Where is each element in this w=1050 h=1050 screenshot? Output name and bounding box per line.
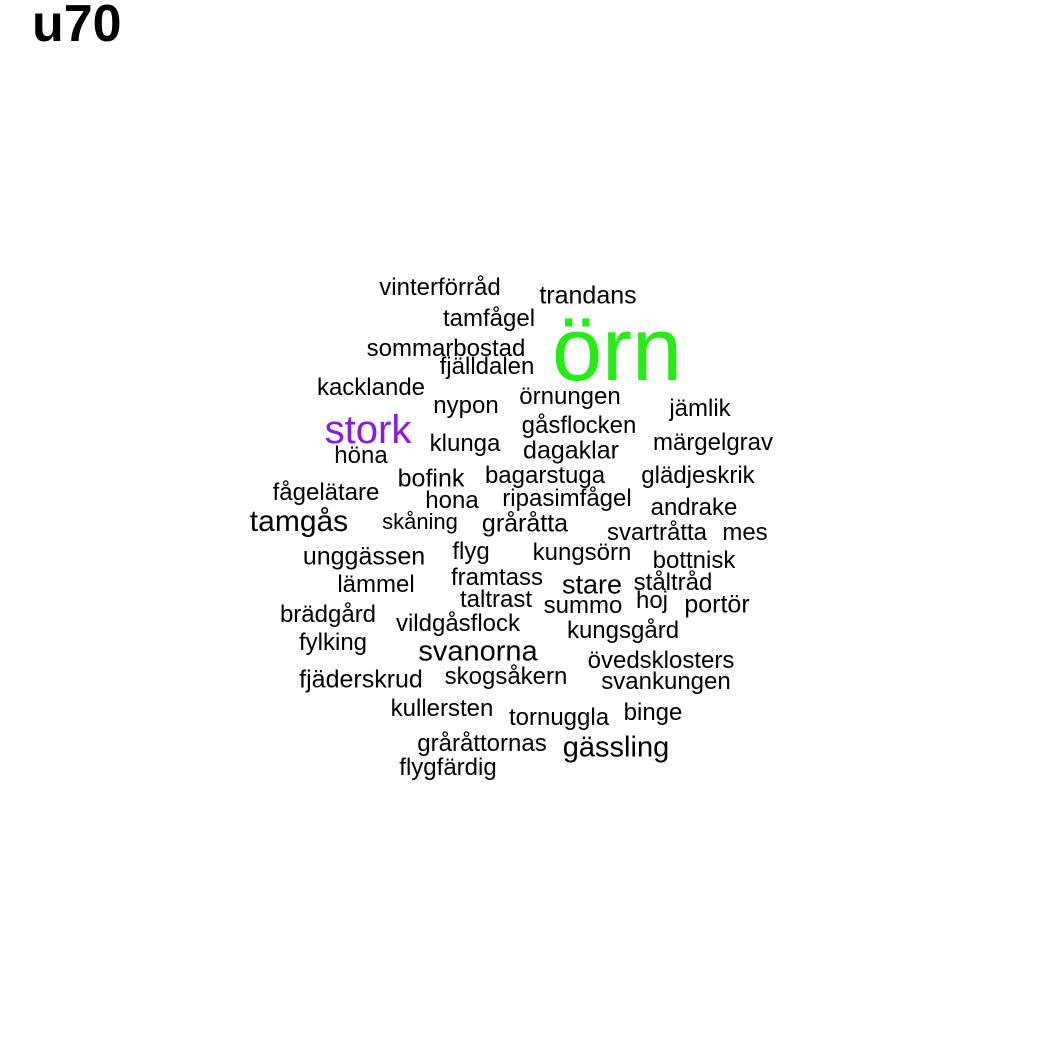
cloud-word: gråråtta — [481, 509, 569, 538]
cloud-word: fjälldalen — [439, 353, 535, 380]
cloud-word: kungsgård — [566, 617, 680, 644]
cloud-word: framtass — [450, 564, 544, 591]
cloud-word: skogsåkern — [444, 663, 568, 690]
cloud-word: brädgård — [279, 601, 377, 628]
cloud-word: jämlik — [669, 395, 731, 422]
cloud-word: summo — [543, 592, 623, 619]
cloud-word: flygfärdig — [399, 754, 497, 781]
cloud-word: trandans — [539, 281, 637, 310]
cloud-word: hoj — [635, 587, 669, 614]
cloud-word: fågelätare — [272, 479, 380, 506]
cloud-word: bofink — [397, 464, 465, 493]
cloud-word: hona — [425, 487, 479, 514]
cloud-word: sommarbostad — [366, 335, 526, 362]
cloud-word: vinterförråd — [379, 274, 501, 301]
cloud-word: ripasimfågel — [502, 485, 632, 512]
cloud-word: binge — [623, 699, 683, 726]
cloud-word: flyg — [452, 538, 490, 565]
cloud-word: skåning — [382, 509, 458, 534]
cloud-word: unggässen — [302, 542, 426, 571]
cloud-word: gåsflocken — [521, 412, 637, 439]
cloud-word: nypon — [433, 392, 499, 419]
cloud-word: kacklande — [316, 374, 426, 401]
page-title: u70 — [32, 0, 122, 53]
cloud-word: övedsklosters — [587, 647, 735, 674]
cloud-word: dagaklar — [523, 436, 619, 465]
cloud-word: märgelgrav — [652, 429, 774, 456]
cloud-word: klunga — [429, 430, 501, 457]
cloud-word: andrake — [650, 494, 738, 521]
cloud-word: höna — [334, 442, 388, 469]
cloud-word: kullersten — [390, 695, 494, 722]
cloud-word: örn — [551, 300, 683, 400]
cloud-word: glädjeskrik — [641, 462, 755, 489]
cloud-word: ståltråd — [633, 569, 713, 596]
cloud-word: portör — [684, 590, 750, 619]
cloud-word: tamfågel — [442, 305, 536, 332]
cloud-word: stare — [561, 569, 623, 600]
cloud-word: gråråttornas — [417, 730, 547, 757]
cloud-word: fjäderskrud — [299, 665, 423, 694]
cloud-word: örnungen — [519, 383, 621, 410]
cloud-word: tornuggla — [508, 704, 610, 731]
cloud-word: vildgåsflock — [395, 610, 521, 637]
cloud-word: fylking — [298, 629, 368, 656]
cloud-word: stork — [324, 408, 412, 452]
cloud-word: tamgås — [249, 505, 349, 538]
cloud-word: gässling — [562, 731, 670, 764]
cloud-word: lämmel — [337, 571, 415, 598]
cloud-word: svanorna — [418, 635, 538, 668]
cloud-word: mes — [722, 519, 768, 546]
cloud-word: taltrast — [459, 586, 533, 613]
cloud-word: svartråtta — [606, 519, 708, 546]
cloud-word: kungsörn — [532, 539, 632, 566]
cloud-word: svankungen — [601, 668, 731, 695]
cloud-word: bagarstuga — [484, 462, 606, 489]
cloud-word: bottnisk — [652, 547, 736, 574]
